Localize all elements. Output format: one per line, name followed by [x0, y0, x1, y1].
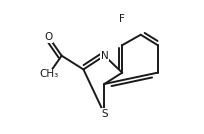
Text: S: S [101, 109, 108, 119]
Text: O: O [45, 32, 53, 42]
Text: CH₃: CH₃ [39, 69, 58, 79]
Text: N: N [101, 51, 108, 61]
Text: F: F [119, 14, 125, 24]
